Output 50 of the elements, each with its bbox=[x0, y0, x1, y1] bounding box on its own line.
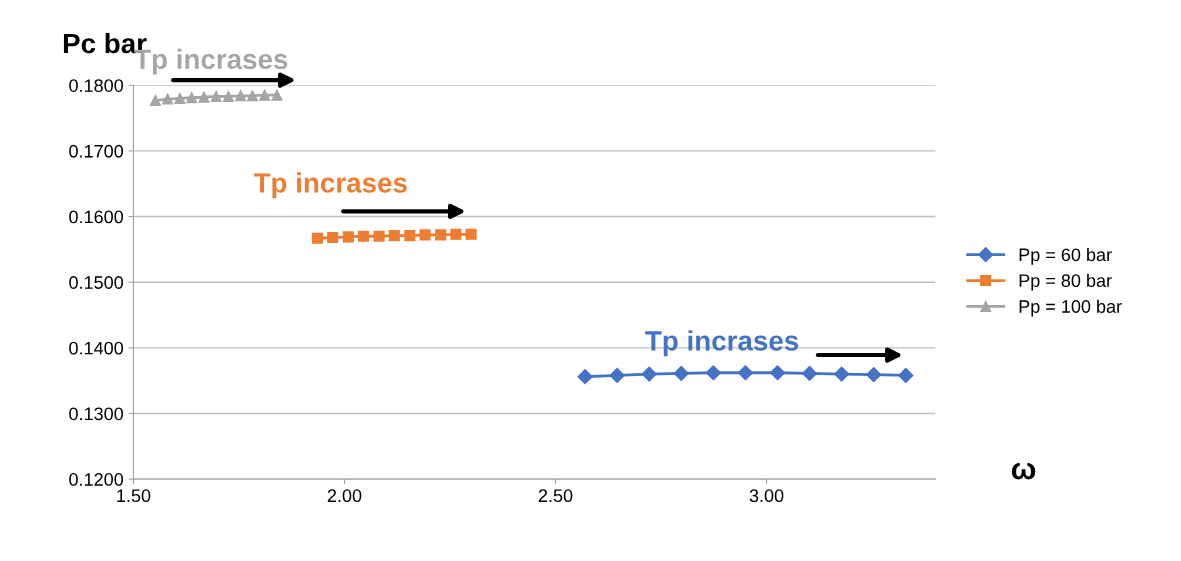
point bbox=[769, 365, 786, 381]
y-tick-label: 0.1700 bbox=[69, 144, 124, 158]
point bbox=[174, 92, 186, 104]
y-tick-label: 0.1500 bbox=[69, 276, 124, 289]
point bbox=[342, 231, 354, 243]
point bbox=[673, 365, 689, 381]
x-tick-label: 2.00 bbox=[327, 489, 362, 503]
point bbox=[705, 365, 721, 381]
point bbox=[235, 90, 247, 102]
y-tick-label: 0.1800 bbox=[69, 79, 124, 92]
point bbox=[271, 89, 283, 101]
x-tick-label: 1.50 bbox=[117, 489, 151, 503]
point bbox=[198, 91, 210, 103]
point bbox=[577, 369, 593, 385]
point bbox=[246, 90, 259, 102]
annotation: Tp incrases bbox=[253, 172, 407, 199]
point bbox=[149, 94, 161, 106]
point bbox=[435, 229, 447, 241]
point bbox=[834, 366, 850, 382]
point bbox=[450, 228, 462, 240]
point bbox=[465, 228, 477, 240]
point bbox=[737, 365, 753, 381]
y-tick-label: 0.1600 bbox=[69, 210, 124, 224]
point bbox=[311, 232, 324, 244]
point bbox=[222, 90, 234, 102]
legend-label: Pp = 60 bar bbox=[1019, 247, 1112, 265]
x-axis-title: ω bbox=[1011, 462, 1036, 480]
point bbox=[802, 365, 818, 381]
point bbox=[210, 90, 222, 102]
x-tick-label: 3.00 bbox=[749, 489, 784, 503]
point bbox=[162, 93, 174, 105]
point bbox=[898, 367, 914, 383]
point bbox=[259, 89, 271, 101]
annotation: Tp incrases bbox=[645, 330, 799, 357]
point bbox=[609, 367, 625, 383]
point bbox=[388, 230, 400, 242]
y-tick-label: 0.1300 bbox=[69, 407, 124, 421]
point bbox=[419, 229, 431, 241]
point bbox=[404, 230, 416, 242]
point bbox=[186, 92, 198, 104]
point bbox=[866, 367, 882, 383]
point bbox=[327, 231, 339, 244]
y-tick-label: 0.1400 bbox=[69, 341, 124, 355]
legend-label: Pp = 100 bar bbox=[1019, 299, 1122, 317]
point bbox=[373, 230, 385, 242]
point bbox=[357, 230, 370, 242]
y-tick-label: 0.1200 bbox=[69, 473, 124, 486]
legend-label: Pp = 80 bar bbox=[1019, 273, 1112, 291]
point bbox=[641, 366, 657, 382]
x-tick-label: 2.50 bbox=[538, 489, 573, 503]
